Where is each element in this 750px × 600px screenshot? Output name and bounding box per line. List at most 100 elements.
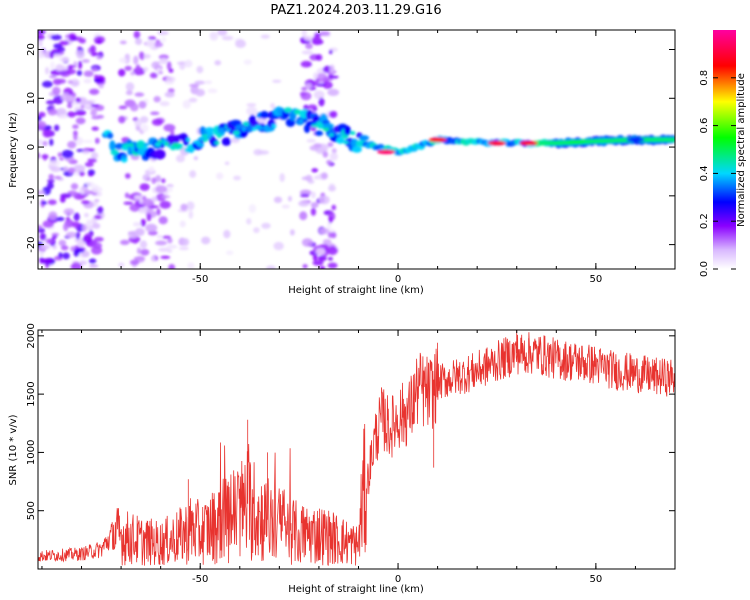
hotspot [377, 149, 396, 155]
noise-blob [159, 57, 168, 65]
noise-blob [329, 64, 335, 73]
noise-blob [189, 170, 197, 178]
noise-blob [93, 201, 98, 207]
noise-blob [270, 102, 275, 109]
noise-blob [93, 214, 102, 220]
noise-blob [51, 232, 60, 236]
noise-blob [42, 80, 53, 88]
snr-y-ticks: 500 1000 1500 2000 [26, 323, 675, 520]
ridge-blob [283, 107, 293, 113]
noise-blob [140, 218, 146, 227]
noise-blob [67, 141, 77, 149]
noise-blob [133, 30, 141, 39]
ridge-blob [221, 137, 231, 146]
noise-blob [260, 34, 270, 39]
noise-blob [306, 138, 316, 143]
noise-blob [129, 203, 140, 212]
hotspot [428, 137, 447, 142]
noise-blob [61, 149, 74, 159]
noise-blob [54, 175, 62, 180]
noise-blob [59, 157, 64, 161]
noise-blob [156, 30, 169, 36]
ridge-blob [259, 111, 269, 119]
noise-blob [76, 49, 85, 59]
ridge-speckle [217, 127, 226, 133]
noise-blob [331, 204, 337, 211]
noise-blob [279, 173, 285, 183]
noise-blob [230, 137, 240, 144]
noise-blob [186, 201, 195, 211]
noise-blob [315, 78, 320, 85]
noise-blob [150, 111, 160, 116]
noise-blob [58, 252, 63, 259]
noise-blob [127, 231, 139, 239]
noise-blob [165, 76, 176, 83]
noise-blob [194, 80, 206, 85]
noise-blob [168, 264, 176, 269]
snr-x-label: Height of straight line (km) [288, 584, 424, 595]
noise-blob [322, 239, 332, 245]
noise-blob [89, 45, 96, 54]
noise-blob [83, 189, 91, 195]
noise-blob [328, 110, 338, 119]
noise-blob [156, 193, 167, 202]
noise-blob [139, 240, 148, 249]
noise-blob [57, 152, 63, 158]
noise-blob [54, 124, 60, 132]
noise-blob [299, 193, 310, 198]
ridge-blob [136, 140, 146, 150]
noise-blob [84, 235, 89, 242]
noise-blob [118, 262, 125, 268]
noise-blob [195, 88, 205, 97]
noise-blob [50, 61, 55, 70]
noise-blob [83, 70, 94, 77]
noise-blob [315, 54, 323, 61]
noise-blob [134, 195, 143, 200]
noise-blob [83, 78, 92, 84]
noise-blob [301, 86, 308, 91]
noise-blob [201, 236, 211, 245]
noise-blob [322, 81, 333, 90]
ridge-speckle [154, 142, 162, 147]
noise-blob [150, 256, 156, 262]
noise-blob [42, 140, 48, 147]
noise-blob [146, 213, 152, 222]
noise-blob [90, 152, 99, 159]
noise-blob [67, 66, 73, 70]
noise-blob [328, 216, 333, 224]
noise-blob [266, 265, 276, 269]
hotspot [626, 137, 645, 142]
noise-blob [312, 260, 324, 266]
noise-blob [73, 249, 80, 257]
noise-blob [188, 210, 194, 219]
noise-blob [161, 36, 167, 43]
x-tick-label: 0 [395, 274, 401, 285]
heatmap-content [38, 30, 675, 269]
noise-blob [45, 100, 56, 105]
noise-blob [221, 35, 234, 41]
noise-blob [75, 231, 81, 240]
noise-blob [312, 255, 318, 261]
noise-blob [310, 207, 317, 216]
noise-blob [81, 150, 90, 154]
noise-blob [327, 262, 338, 269]
noise-blob [96, 206, 104, 214]
ridge-speckle [242, 121, 250, 127]
ridge-speckle [335, 133, 344, 137]
noise-blob [193, 156, 198, 161]
noise-blob [134, 37, 143, 45]
ridge-speckle [206, 131, 214, 137]
noise-blob [42, 154, 48, 161]
noise-blob [138, 100, 147, 109]
noise-blob [59, 196, 66, 203]
ridge-speckle [130, 146, 135, 151]
noise-blob [74, 171, 80, 176]
noise-blob [84, 103, 92, 109]
noise-blob [139, 208, 147, 213]
noise-blob [140, 248, 150, 256]
noise-blob [84, 162, 94, 167]
noise-blob [136, 247, 141, 255]
noise-blob [39, 250, 45, 256]
noise-blob [307, 104, 318, 110]
y-tick-label: 500 [26, 501, 37, 520]
